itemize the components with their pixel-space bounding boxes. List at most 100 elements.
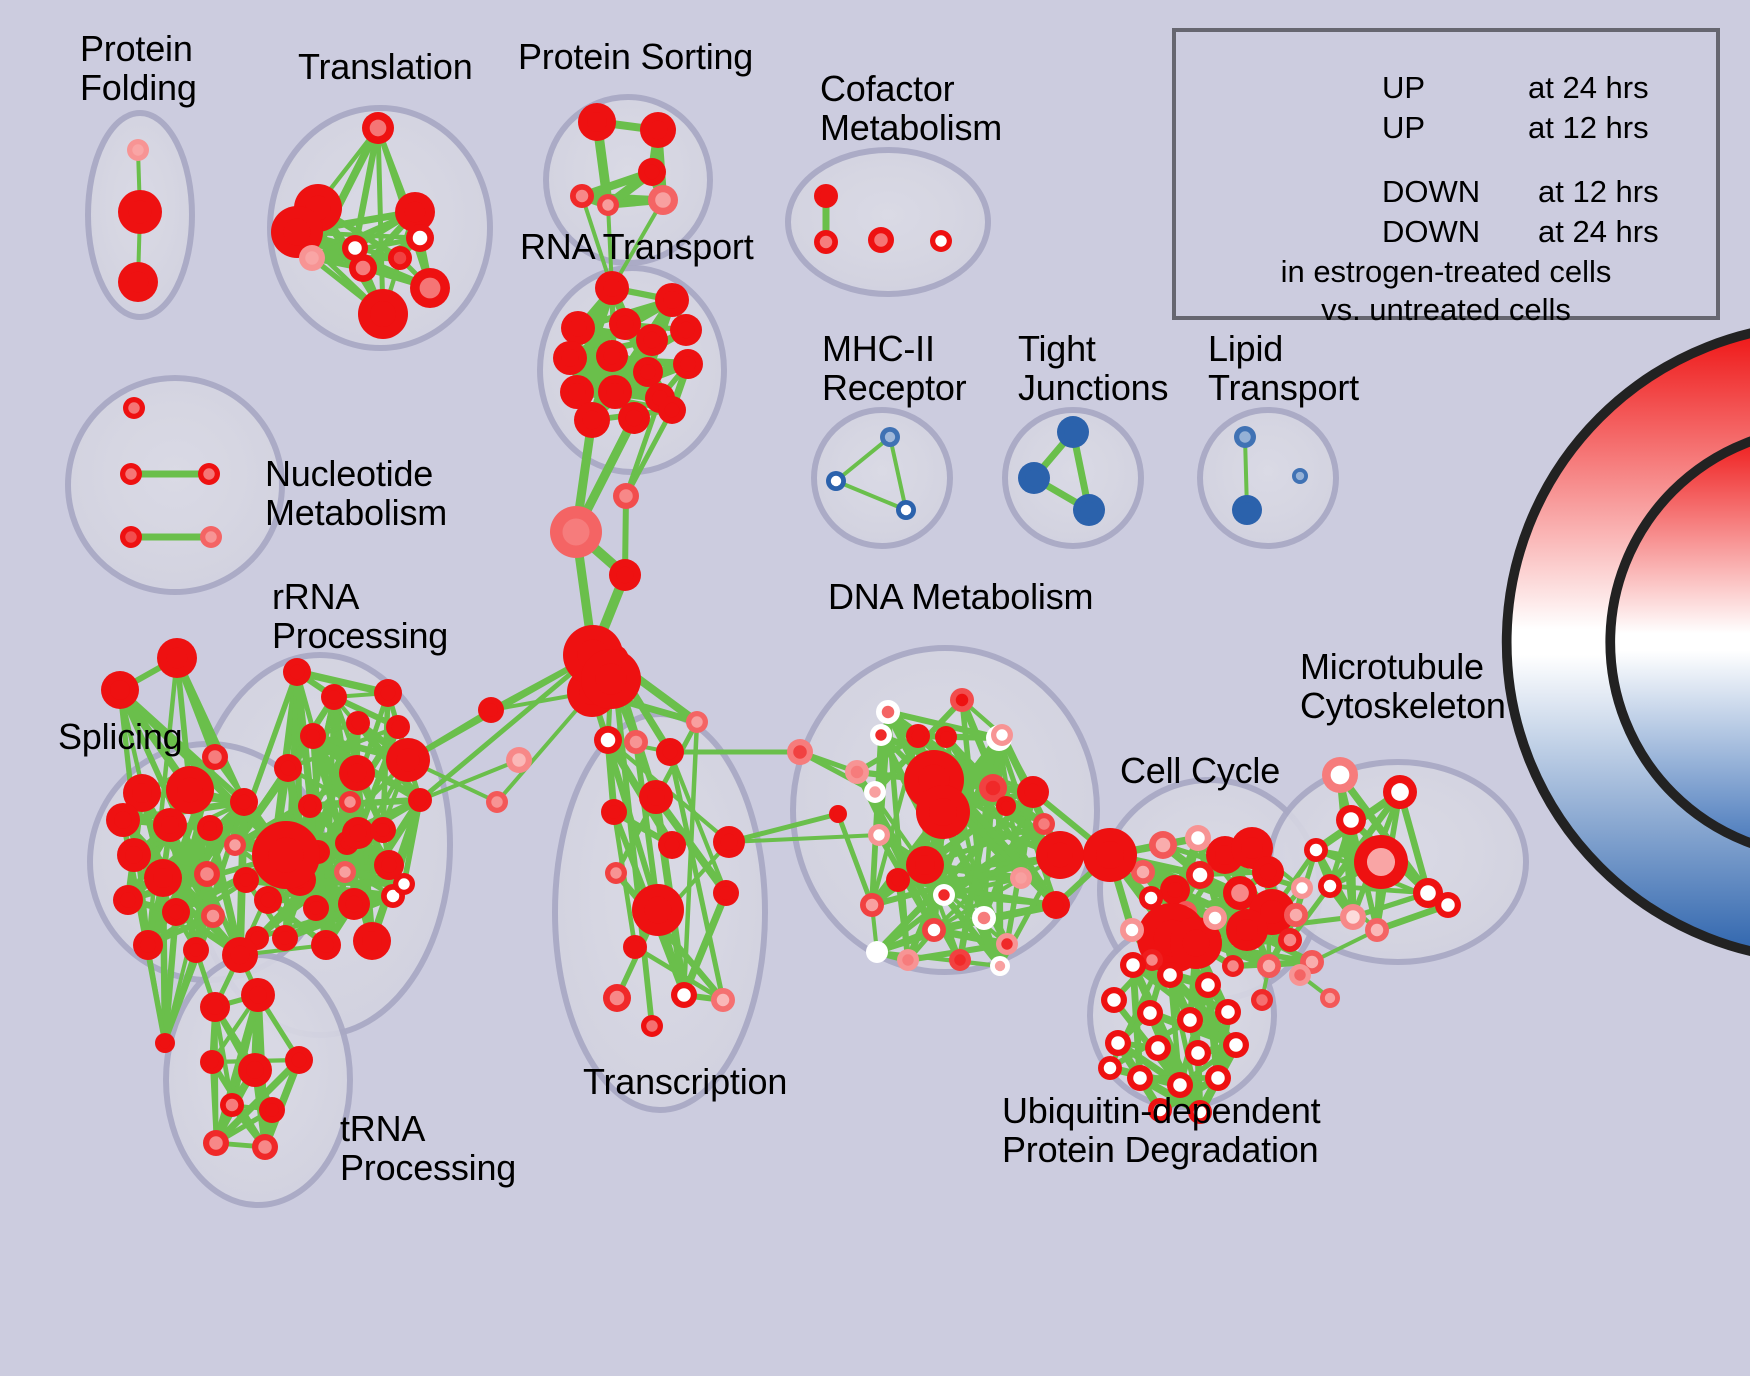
network-node[interactable]	[636, 324, 668, 356]
network-node[interactable]	[118, 262, 158, 302]
network-node[interactable]	[1131, 860, 1155, 884]
network-node[interactable]	[1148, 1098, 1172, 1122]
network-node[interactable]	[596, 340, 628, 372]
network-node[interactable]	[624, 730, 648, 754]
network-node[interactable]	[1251, 989, 1273, 1011]
network-node[interactable]	[1284, 903, 1308, 927]
network-node[interactable]	[1340, 904, 1366, 930]
network-node[interactable]	[1017, 776, 1049, 808]
network-node[interactable]	[1186, 861, 1214, 889]
network-node[interactable]	[203, 1130, 229, 1156]
network-node[interactable]	[197, 815, 223, 841]
network-node[interactable]	[1101, 987, 1127, 1013]
network-node[interactable]	[1413, 878, 1443, 908]
network-node[interactable]	[358, 289, 408, 339]
network-node[interactable]	[686, 711, 708, 733]
network-node[interactable]	[1203, 906, 1227, 930]
network-node[interactable]	[241, 978, 275, 1012]
network-node[interactable]	[930, 230, 952, 252]
network-node[interactable]	[656, 738, 684, 766]
network-node[interactable]	[860, 893, 884, 917]
network-node[interactable]	[1336, 805, 1366, 835]
network-node[interactable]	[570, 184, 594, 208]
network-node[interactable]	[711, 988, 735, 1012]
network-node[interactable]	[1185, 825, 1211, 851]
network-node[interactable]	[581, 649, 641, 709]
network-node[interactable]	[1291, 877, 1313, 899]
network-node[interactable]	[933, 884, 955, 906]
network-node[interactable]	[101, 671, 139, 709]
network-node[interactable]	[346, 711, 370, 735]
network-node[interactable]	[1257, 954, 1281, 978]
network-node[interactable]	[1318, 874, 1342, 898]
network-node[interactable]	[574, 402, 610, 438]
network-node[interactable]	[1232, 495, 1262, 525]
network-node[interactable]	[633, 357, 663, 387]
network-node[interactable]	[1120, 918, 1144, 942]
network-node[interactable]	[609, 559, 641, 591]
network-node[interactable]	[374, 850, 404, 880]
network-node[interactable]	[1365, 918, 1389, 942]
network-node[interactable]	[896, 500, 916, 520]
network-node[interactable]	[200, 1050, 224, 1074]
network-node[interactable]	[598, 375, 632, 409]
network-node[interactable]	[1435, 892, 1461, 918]
network-node[interactable]	[1141, 949, 1163, 971]
network-node[interactable]	[300, 723, 326, 749]
network-node[interactable]	[618, 402, 650, 434]
network-node[interactable]	[162, 898, 190, 926]
network-node[interactable]	[814, 230, 838, 254]
network-node[interactable]	[991, 724, 1013, 746]
network-node[interactable]	[601, 799, 627, 825]
network-node[interactable]	[550, 506, 602, 558]
network-node[interactable]	[1018, 462, 1050, 494]
network-node[interactable]	[641, 1015, 663, 1037]
network-node[interactable]	[144, 859, 182, 897]
network-node[interactable]	[713, 826, 745, 858]
network-node[interactable]	[1188, 1100, 1212, 1124]
network-node[interactable]	[133, 930, 163, 960]
network-node[interactable]	[1073, 494, 1105, 526]
network-node[interactable]	[201, 904, 225, 928]
network-node[interactable]	[1205, 1065, 1231, 1091]
network-node[interactable]	[120, 526, 142, 548]
network-node[interactable]	[120, 463, 142, 485]
network-node[interactable]	[638, 158, 666, 186]
network-node[interactable]	[1157, 962, 1183, 988]
network-node[interactable]	[897, 949, 919, 971]
network-node[interactable]	[880, 427, 900, 447]
network-node[interactable]	[339, 791, 361, 813]
network-node[interactable]	[1322, 757, 1358, 793]
network-node[interactable]	[1278, 928, 1302, 952]
network-node[interactable]	[1145, 1035, 1171, 1061]
network-node[interactable]	[1137, 1000, 1163, 1026]
network-node[interactable]	[886, 868, 910, 892]
network-node[interactable]	[285, 1046, 313, 1074]
network-node[interactable]	[609, 308, 641, 340]
network-node[interactable]	[1185, 1040, 1211, 1066]
network-node[interactable]	[560, 375, 594, 409]
network-node[interactable]	[949, 949, 971, 971]
network-node[interactable]	[127, 139, 149, 161]
network-node[interactable]	[935, 726, 957, 748]
network-node[interactable]	[787, 739, 813, 765]
network-node[interactable]	[1149, 831, 1177, 859]
network-node[interactable]	[311, 930, 341, 960]
network-node[interactable]	[1083, 828, 1137, 882]
network-node[interactable]	[868, 824, 890, 846]
network-node[interactable]	[906, 846, 944, 884]
network-node[interactable]	[388, 246, 412, 270]
network-node[interactable]	[222, 937, 258, 973]
network-node[interactable]	[561, 311, 595, 345]
network-node[interactable]	[406, 224, 434, 252]
network-node[interactable]	[1105, 1030, 1131, 1056]
network-node[interactable]	[829, 805, 847, 823]
network-node[interactable]	[1289, 964, 1311, 986]
network-node[interactable]	[194, 861, 220, 887]
network-node[interactable]	[1320, 988, 1340, 1008]
network-node[interactable]	[117, 838, 151, 872]
network-node[interactable]	[166, 766, 214, 814]
network-node[interactable]	[408, 788, 432, 812]
network-node[interactable]	[1383, 775, 1417, 809]
network-node[interactable]	[594, 726, 622, 754]
